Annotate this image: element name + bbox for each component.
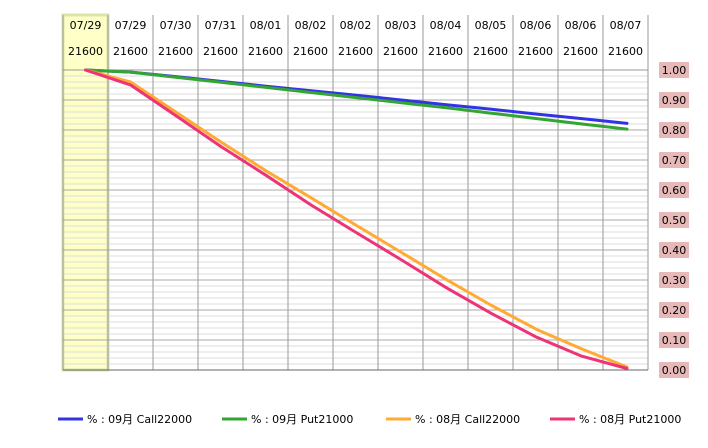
header-date-label: 08/02 [340, 19, 372, 32]
highlight-column [61, 13, 110, 372]
header-price-label: 21600 [383, 45, 418, 58]
y-tick-background [659, 242, 689, 258]
y-tick-label: 0.00 [662, 364, 687, 377]
y-tick-label: 0.20 [662, 304, 687, 317]
y-tick-label: 1.00 [662, 64, 687, 77]
header-date-label: 08/04 [430, 19, 462, 32]
header-price-label: 21600 [518, 45, 553, 58]
y-tick-background [659, 122, 689, 138]
header-date-label: 08/05 [475, 19, 507, 32]
header-date-label: 07/31 [205, 19, 237, 32]
header-price-label: 21600 [473, 45, 508, 58]
header-price-label: 21600 [293, 45, 328, 58]
legend-label: % : 08月 Call22000 [415, 413, 520, 426]
header-price-label: 21600 [158, 45, 193, 58]
legend-label: % : 09月 Call22000 [87, 413, 192, 426]
y-tick-background [659, 302, 689, 318]
y-tick-label: 0.90 [662, 94, 687, 107]
header-date-label: 08/07 [610, 19, 642, 32]
header-price-label: 21600 [248, 45, 283, 58]
header-date-label: 08/02 [295, 19, 327, 32]
y-tick-background [659, 272, 689, 288]
series-line-3 [84, 68, 629, 370]
header-date-label: 08/06 [565, 19, 597, 32]
y-tick-label: 0.40 [662, 244, 687, 257]
header-price-label: 21600 [563, 45, 598, 58]
header-date-label: 08/03 [385, 19, 417, 32]
header-date-label: 08/06 [520, 19, 552, 32]
header-price-label: 21600 [428, 45, 463, 58]
header-price-label: 21600 [338, 45, 373, 58]
header-price-label: 21600 [608, 45, 643, 58]
legend-label: % : 08月 Put21000 [579, 413, 681, 426]
y-tick-label: 0.30 [662, 274, 687, 287]
y-tick-background [659, 212, 689, 228]
header-price-label: 21600 [68, 45, 103, 58]
y-tick-background [659, 152, 689, 168]
y-tick-label: 0.80 [662, 124, 687, 137]
legend-label: % : 09月 Put21000 [251, 413, 353, 426]
header-date-label: 07/30 [160, 19, 192, 32]
y-tick-label: 0.70 [662, 154, 687, 167]
y-tick-background [659, 62, 689, 78]
y-tick-label: 0.60 [662, 184, 687, 197]
y-tick-background [659, 182, 689, 198]
header-date-label: 08/01 [250, 19, 282, 32]
y-tick-background [659, 362, 689, 378]
y-tick-background [659, 332, 689, 348]
series-line-1 [84, 68, 629, 131]
header-date-label: 07/29 [115, 19, 147, 32]
header-price-label: 21600 [203, 45, 238, 58]
y-tick-label: 0.50 [662, 214, 687, 227]
y-tick-label: 0.10 [662, 334, 687, 347]
header-date-label: 07/29 [70, 19, 102, 32]
series-line-2 [84, 68, 629, 369]
header-price-label: 21600 [113, 45, 148, 58]
y-tick-background [659, 92, 689, 108]
